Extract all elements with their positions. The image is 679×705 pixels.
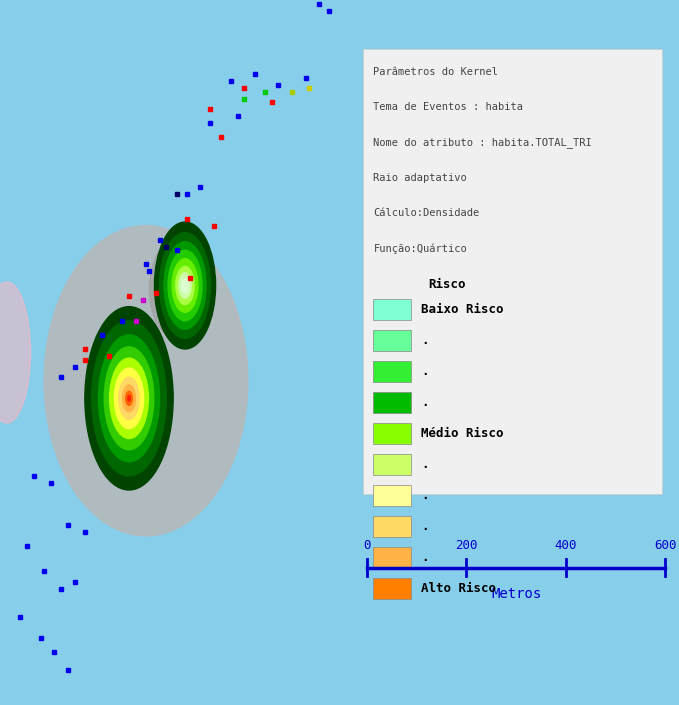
Text: .: . [421, 396, 428, 409]
Circle shape [128, 396, 130, 401]
Text: .: . [421, 334, 428, 347]
Text: .: . [421, 551, 428, 564]
Circle shape [92, 321, 166, 476]
Bar [373, 547, 411, 568]
Circle shape [119, 377, 139, 419]
Circle shape [181, 278, 189, 293]
Circle shape [172, 259, 198, 312]
Text: .: . [421, 520, 428, 533]
Circle shape [126, 391, 132, 405]
Circle shape [114, 368, 144, 429]
Text: Tema de Eventos : habita: Tema de Eventos : habita [373, 102, 524, 112]
Bar [373, 361, 411, 382]
Circle shape [160, 233, 210, 338]
Bar [373, 578, 411, 599]
Bar [373, 330, 411, 351]
Circle shape [164, 242, 206, 329]
FancyBboxPatch shape [363, 49, 662, 493]
Circle shape [154, 222, 216, 349]
Text: Médio Risco: Médio Risco [421, 427, 504, 440]
Bar [373, 299, 411, 320]
Bar [373, 516, 411, 537]
Text: 400: 400 [555, 539, 577, 552]
Circle shape [176, 266, 194, 305]
Text: Parâmetros do Kernel: Parâmetros do Kernel [373, 67, 498, 77]
Text: .: . [421, 365, 428, 378]
Text: Metros: Metros [491, 587, 541, 601]
Text: 200: 200 [455, 539, 477, 552]
Bar [373, 485, 411, 506]
Text: Alto Risco: Alto Risco [421, 582, 496, 595]
Text: 0: 0 [363, 539, 371, 552]
Bar [373, 392, 411, 413]
Circle shape [122, 385, 135, 412]
Circle shape [168, 250, 202, 321]
Text: Raio adaptativo: Raio adaptativo [373, 173, 467, 183]
Text: Cálculo:Densidade: Cálculo:Densidade [373, 208, 479, 218]
Text: 600: 600 [654, 539, 677, 552]
Text: Função:Quártico: Função:Quártico [373, 243, 467, 254]
Text: Nome do atributo : habita.TOTAL_TRI: Nome do atributo : habita.TOTAL_TRI [373, 137, 592, 148]
Bar [373, 454, 411, 475]
Circle shape [104, 347, 153, 450]
Ellipse shape [44, 226, 248, 536]
Text: .: . [421, 458, 428, 471]
Text: .: . [421, 489, 428, 502]
Circle shape [98, 335, 160, 462]
Bar [373, 423, 411, 444]
Text: Baixo Risco: Baixo Risco [421, 303, 504, 316]
Circle shape [85, 307, 173, 490]
Text: Risco: Risco [428, 278, 465, 291]
Circle shape [109, 358, 148, 439]
Ellipse shape [0, 282, 31, 423]
Ellipse shape [149, 240, 204, 338]
Circle shape [179, 273, 191, 298]
